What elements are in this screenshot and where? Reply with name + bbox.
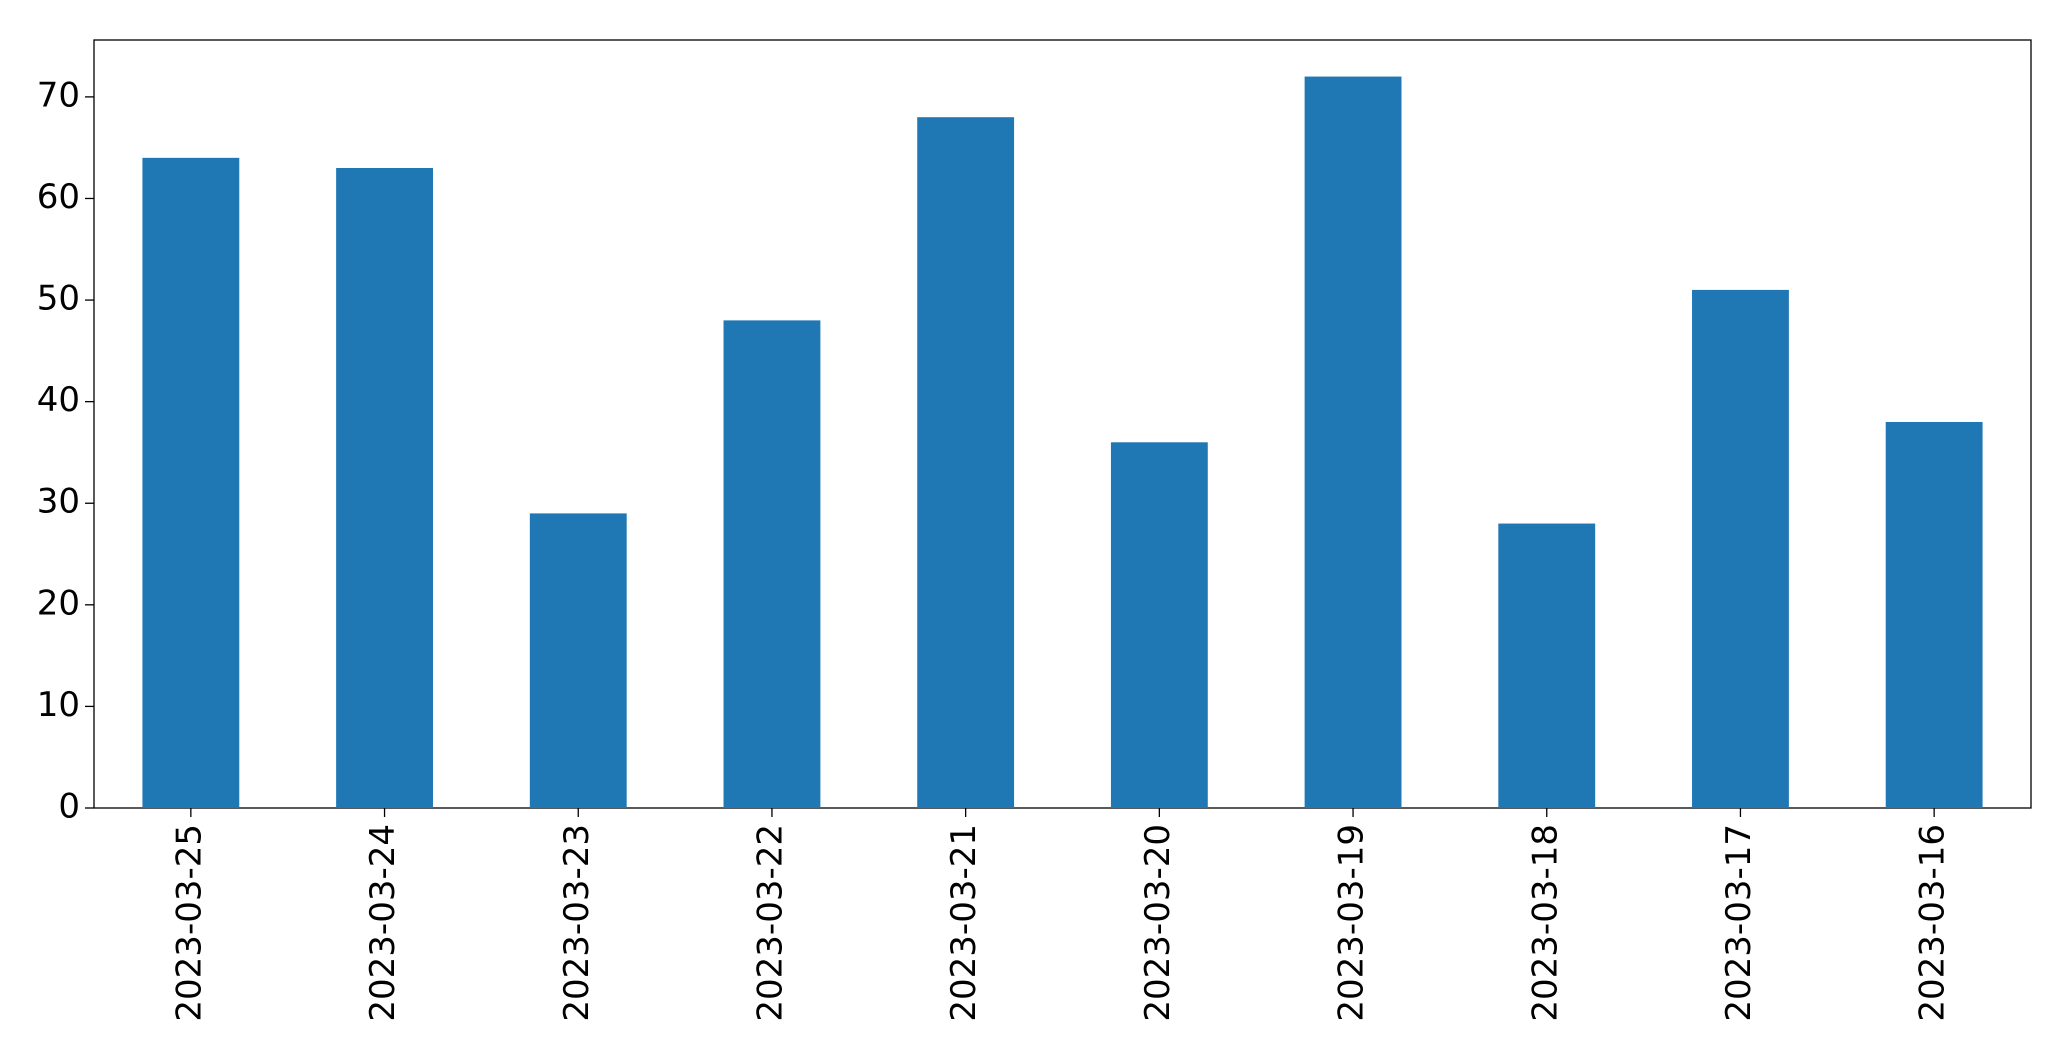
bar (1304, 76, 1402, 809)
bar (336, 168, 433, 808)
bar (1885, 421, 1983, 808)
bar (142, 157, 240, 809)
x-tick-label: 2023-03-17 (1719, 824, 1759, 1022)
x-tick-label: 2023-03-19 (1332, 824, 1372, 1022)
y-tick-label: 40 (37, 380, 80, 420)
bar (529, 513, 627, 808)
x-tick-label: 2023-03-16 (1913, 824, 1953, 1022)
x-tick-label: 2023-03-22 (750, 824, 790, 1022)
x-tick-label: 2023-03-21 (944, 824, 984, 1022)
y-tick-label: 10 (37, 685, 80, 725)
x-tick-label: 2023-03-25 (169, 824, 209, 1022)
y-tick-label: 30 (37, 482, 80, 522)
y-tick-label: 60 (37, 177, 80, 217)
bar (1692, 289, 1789, 808)
y-tick-label: 50 (37, 279, 80, 319)
x-tick-label: 2023-03-20 (1138, 824, 1178, 1022)
bar (723, 320, 821, 808)
y-tick-label: 0 (58, 787, 80, 827)
bar (1110, 442, 1208, 808)
y-tick-label: 20 (37, 583, 80, 623)
x-tick-label: 2023-03-23 (557, 824, 597, 1022)
y-tick-label: 70 (37, 75, 80, 115)
x-tick-label: 2023-03-18 (1525, 824, 1565, 1022)
x-tick-label: 2023-03-24 (363, 824, 403, 1022)
plot-frame (93, 39, 2032, 809)
bar (1498, 523, 1596, 808)
bar (917, 117, 1015, 808)
